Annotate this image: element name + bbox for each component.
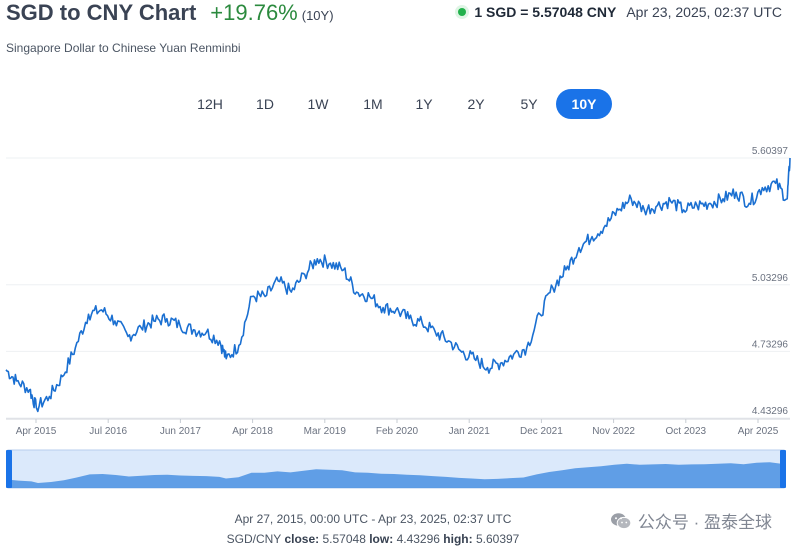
tab-5y[interactable]: 5Y [520, 96, 538, 112]
x-tick-label: Apr 2018 [232, 426, 273, 437]
high-label: high: [443, 532, 473, 546]
price-line [5, 157, 791, 413]
x-tick-label: Jan 2021 [449, 426, 491, 437]
tab-10y[interactable]: 10Y [556, 89, 612, 119]
tab-1w[interactable]: 1W [307, 96, 329, 112]
x-tick-label: Jul 2016 [89, 426, 127, 437]
live-rate: 1 SGD = 5.57048 CNY Apr 23, 2025, 02:37 … [458, 4, 782, 20]
rate-timestamp: Apr 23, 2025, 02:37 UTC [626, 4, 782, 20]
x-tick-label: Feb 2020 [376, 426, 419, 437]
x-tick-label: Oct 2023 [666, 426, 707, 437]
tab-2y[interactable]: 2Y [467, 96, 485, 112]
wechat-icon [610, 512, 632, 529]
chart-header: SGD to CNY Chart +19.76% (10Y) [6, 0, 334, 30]
low-label: low: [369, 532, 394, 546]
change-period: (10Y) [301, 8, 334, 23]
y-tick-label: 4.43296 [752, 406, 789, 417]
high-value: 5.60397 [475, 532, 520, 546]
watermark-text: 公众号 · 盈泰全球 [637, 513, 772, 532]
price-chart[interactable]: 5.60397 5.03296 4.73296 4.43296 Apr 2015 Jul … [0, 138, 796, 494]
navigator-left-handle[interactable] [6, 450, 12, 488]
y-tick-label: 5.03296 [752, 273, 789, 284]
y-tick-label: 4.73296 [752, 339, 789, 350]
watermark: 公众号 · 盈泰全球 [610, 508, 772, 533]
y-tick-label: 5.60397 [752, 146, 789, 157]
pair-label: SGD/CNY [226, 532, 282, 546]
navigator-area [8, 460, 784, 488]
summary-stats: SGD/CNY close: 5.57048 low: 4.43296 high… [0, 532, 796, 546]
date-range-text: Apr 27, 2015, 00:00 UTC - Apr 23, 2025, … [234, 512, 512, 526]
close-label: close: [284, 532, 320, 546]
live-indicator-icon [458, 8, 467, 16]
x-tick-label: Dec 2021 [520, 426, 563, 437]
change-percent: +19.76% [210, 0, 298, 25]
x-tick-label: Apr 2015 [16, 426, 57, 437]
range-tabs: 12H 1D 1W 1M 1Y 2Y 5Y 10Y [190, 89, 620, 119]
pair-subtitle: Singapore Dollar to Chinese Yuan Renminb… [6, 41, 241, 55]
tab-1m[interactable]: 1M [363, 96, 383, 112]
navigator-right-handle[interactable] [780, 450, 786, 488]
x-tick-label: Nov 2022 [592, 426, 635, 437]
low-value: 4.43296 [396, 532, 440, 546]
x-tick-label: Mar 2019 [304, 426, 347, 437]
tab-1y[interactable]: 1Y [415, 96, 433, 112]
tab-1d[interactable]: 1D [256, 96, 274, 112]
tab-12h[interactable]: 12H [197, 96, 223, 112]
x-tick-label: Jun 2017 [160, 426, 202, 437]
page-title: SGD to CNY Chart [6, 0, 197, 25]
current-rate: 1 SGD = 5.57048 CNY [474, 4, 617, 20]
close-value: 5.57048 [322, 532, 366, 546]
x-tick-label: Apr 2025 [738, 426, 779, 437]
